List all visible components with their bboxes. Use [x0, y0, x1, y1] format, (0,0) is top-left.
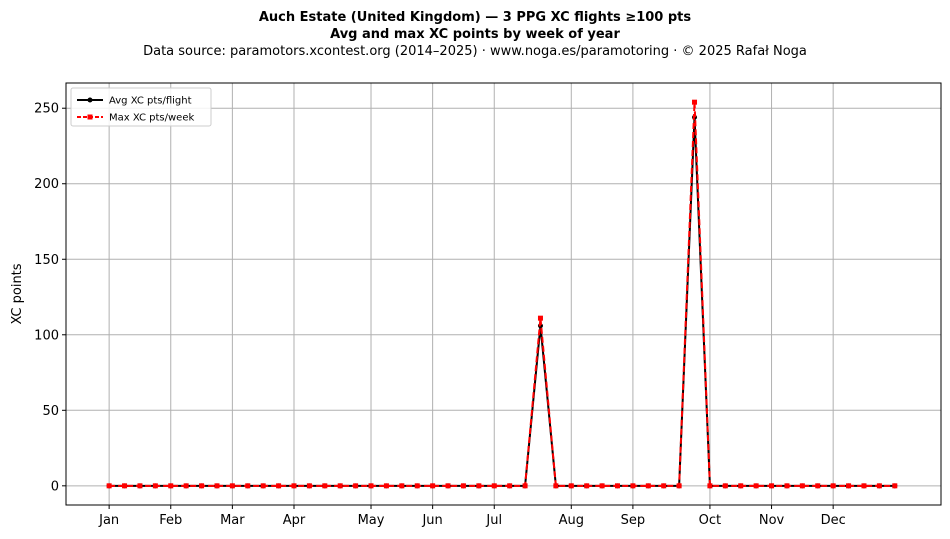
data-point [753, 483, 759, 489]
x-tick-label: May [358, 513, 385, 528]
y-tick-label: 250 [34, 102, 59, 117]
data-point [599, 483, 605, 489]
y-axis-label: XC points [10, 263, 25, 324]
data-point [568, 483, 574, 489]
grid-lines [66, 83, 941, 505]
data-point [846, 483, 852, 489]
x-tick-label: Aug [559, 513, 584, 528]
x-tick-label: Mar [220, 513, 245, 528]
data-point [661, 483, 667, 489]
data-point [815, 483, 821, 489]
legend: Avg XC pts/flight Max XC pts/week [70, 87, 212, 127]
x-tick-label: Oct [699, 513, 721, 528]
data-point [876, 483, 882, 489]
data-point [892, 483, 898, 489]
legend-marker [87, 97, 93, 103]
data-point [353, 483, 359, 489]
chart-source-line: Data source: paramotors.xcontest.org (20… [143, 44, 807, 59]
data-point [276, 483, 282, 489]
data-point [168, 483, 174, 489]
data-point [522, 483, 528, 489]
x-tick-label: Jun [421, 513, 442, 528]
x-tick-label: Dec [821, 513, 846, 528]
series-max-xc-pts-week [106, 99, 898, 489]
axis-ticks: Jan Feb Mar Apr May Jun Jul Aug Sep Oct Nov Dec 0 50 1… [34, 102, 846, 528]
legend-label: Max XC pts/week [109, 113, 194, 124]
data-point [537, 315, 543, 321]
data-point [799, 483, 805, 489]
chart-title: Auch Estate (United Kingdom) — 3 PPG XC … [259, 10, 692, 25]
data-point [476, 483, 482, 489]
legend-label: Avg XC pts/flight [109, 96, 192, 107]
data-point [337, 483, 343, 489]
data-point [584, 483, 590, 489]
data-point [722, 483, 728, 489]
data-point [152, 483, 158, 489]
x-tick-label: Jan [98, 513, 119, 528]
data-point [460, 483, 466, 489]
data-point [199, 483, 205, 489]
data-point [383, 483, 389, 489]
data-point [707, 483, 713, 489]
data-series [106, 99, 898, 489]
data-point [137, 483, 143, 489]
data-point [122, 483, 128, 489]
data-point [291, 483, 297, 489]
data-point [645, 483, 651, 489]
data-point [630, 483, 636, 489]
data-point [738, 483, 744, 489]
data-point [183, 483, 189, 489]
data-point [491, 483, 497, 489]
series-line [109, 101, 895, 487]
y-tick-label: 50 [42, 404, 59, 419]
data-point [861, 483, 867, 489]
data-point [614, 483, 620, 489]
data-point [368, 483, 374, 489]
data-point [306, 483, 312, 489]
series-avg-xc-pts-flight [106, 114, 898, 489]
data-point [784, 483, 790, 489]
data-point [553, 483, 559, 489]
data-point [106, 483, 112, 489]
data-point [769, 483, 775, 489]
legend-entry: Max XC pts/week [77, 113, 194, 124]
data-point [260, 483, 266, 489]
plot-frame [65, 82, 942, 506]
x-tick-label: Nov [759, 513, 785, 528]
data-point [430, 483, 436, 489]
legend-entry: Avg XC pts/flight [77, 96, 192, 107]
y-tick-label: 0 [51, 479, 59, 494]
x-tick-label: Feb [159, 513, 182, 528]
legend-marker [87, 114, 93, 120]
data-point [399, 483, 405, 489]
series-line [109, 116, 895, 487]
data-point [322, 483, 328, 489]
legend-box [70, 87, 212, 127]
data-point [214, 483, 220, 489]
data-point [445, 483, 451, 489]
data-point [507, 483, 513, 489]
data-point [676, 483, 682, 489]
y-tick-label: 150 [34, 253, 59, 268]
data-point [414, 483, 420, 489]
x-tick-label: Jul [485, 513, 502, 528]
data-point [830, 483, 836, 489]
x-tick-label: Sep [621, 513, 646, 528]
y-tick-label: 200 [34, 177, 59, 192]
x-tick-label: Apr [283, 513, 306, 528]
chart-subtitle: Avg and max XC points by week of year [330, 27, 620, 42]
y-tick-label: 100 [34, 328, 59, 343]
data-point [245, 483, 251, 489]
data-point [692, 99, 698, 105]
data-point [229, 483, 235, 489]
